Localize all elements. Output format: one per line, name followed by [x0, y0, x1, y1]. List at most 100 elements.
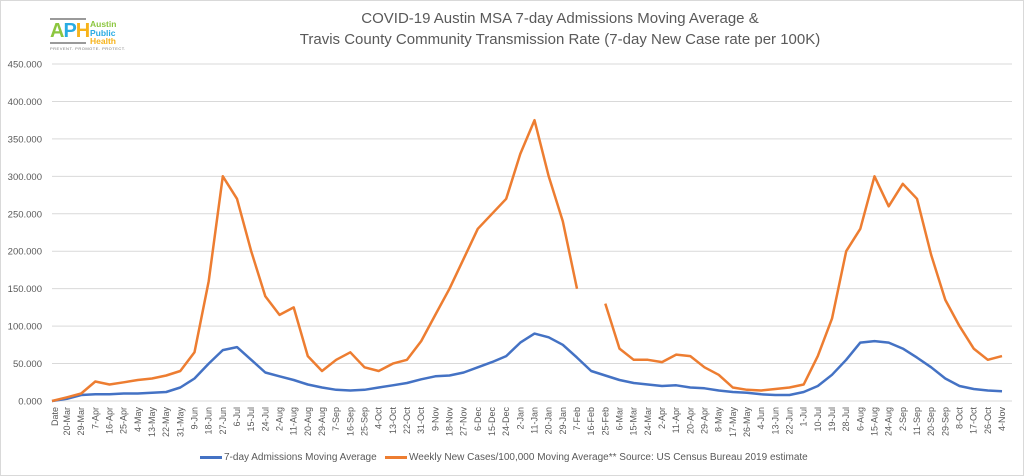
legend-item-cases[interactable]: Weekly New Cases/100,000 Moving Average*…	[385, 452, 808, 463]
x-tick-label: 19-Jul	[827, 407, 837, 432]
x-tick-label: 24-Dec	[501, 407, 511, 437]
x-tick-label: 24-Aug	[884, 407, 894, 436]
x-tick-label: 4-May	[133, 407, 143, 433]
x-tick-label: 24-Mar	[643, 407, 653, 436]
x-tick-label: 27-Nov	[459, 407, 469, 437]
x-tick-label: 20-Aug	[303, 407, 313, 436]
x-tick-label: 29-Aug	[317, 407, 327, 436]
y-tick-label: 450.000	[8, 60, 42, 71]
x-tick-label: 11-Sep	[912, 407, 922, 435]
logo-tagline: PREVENT. PROMOTE. PROTECT.	[50, 46, 126, 51]
y-tick-label: 100.000	[8, 322, 42, 333]
x-tick-label: 4-Jun	[756, 407, 766, 430]
x-tick-label: 16-Sep	[345, 407, 355, 436]
x-tick-label: 15-Jul	[246, 407, 256, 432]
logo-abbrev: APH	[50, 20, 90, 42]
x-tick-label: 2-Aug	[275, 407, 285, 431]
x-tick-label: 13-Jun	[770, 407, 780, 435]
cases-series-line	[51, 118, 1003, 403]
logo-line3: Health	[90, 36, 116, 46]
gridlines	[52, 63, 1012, 402]
x-tick-label: 2-Apr	[657, 407, 667, 429]
x-tick-label: 11-Aug	[289, 407, 299, 435]
x-tick-label: 16-Apr	[105, 407, 115, 434]
x-tick-label: 17-May	[728, 407, 738, 438]
x-tick-label: 20-Mar	[62, 407, 72, 436]
x-tick-label: 6-Jul	[232, 407, 242, 427]
x-tick-label: 6-Mar	[615, 407, 625, 431]
y-tick-label: 300.000	[8, 172, 42, 183]
x-tick-label: 7-Sep	[331, 407, 341, 431]
logo-top-rule	[50, 18, 86, 20]
logo-words: Austin Public Health	[90, 20, 116, 46]
x-tick-label: 25-Feb	[600, 407, 610, 436]
logo-line1: Austin	[90, 19, 117, 29]
x-tick-label: 13-Oct	[388, 407, 398, 435]
x-tick-label: 25-Sep	[360, 407, 370, 436]
x-tick-label: 6-Dec	[473, 407, 483, 432]
x-tick-label: 4-Oct	[374, 407, 384, 430]
x-tick-label: Date	[50, 407, 60, 426]
aph-logo: APH Austin Public Health PREVENT. PROMOT…	[50, 18, 126, 51]
x-tick-label: 9-Jun	[190, 407, 200, 430]
y-axis-ticks: 0.000 50.000 100.000 150.000 200.000 250.000 3…	[8, 60, 42, 408]
legend: 7-day Admissions Moving Average Weekly N…	[0, 452, 1024, 468]
y-tick-label: 400.000	[8, 97, 42, 108]
series-lines	[51, 118, 1003, 403]
y-tick-label: 250.000	[8, 209, 42, 220]
x-tick-label: 20-Sep	[926, 407, 936, 436]
logo-bottom-rule	[50, 42, 86, 44]
chart-title-line2: Travis County Community Transmission Rat…	[299, 31, 821, 48]
x-tick-label: 22-May	[161, 407, 171, 438]
x-tick-label: 27-Jun	[218, 407, 228, 435]
y-tick-label: 150.000	[8, 284, 42, 295]
x-tick-label: 29-Mar	[76, 407, 86, 436]
chart-title: COVID-19 Austin MSA 7-day Admissions Mov…	[200, 8, 920, 50]
x-tick-label: 18-Jun	[204, 407, 214, 435]
x-tick-label: 10-Jul	[813, 407, 823, 432]
legend-swatch-cases	[385, 456, 407, 459]
x-tick-label: 1-Jul	[799, 407, 809, 427]
x-tick-label: 15-Aug	[870, 407, 880, 436]
x-tick-label: 28-Jul	[841, 407, 851, 432]
legend-swatch-admissions	[200, 456, 222, 459]
legend-label-cases: Weekly New Cases/100,000 Moving Average*…	[409, 452, 808, 463]
x-tick-label: 8-May	[714, 407, 724, 433]
x-tick-label: 29-Jan	[558, 407, 568, 435]
x-tick-label: 4-Nov	[997, 407, 1007, 432]
legend-item-admissions[interactable]: 7-day Admissions Moving Average	[200, 452, 377, 463]
y-tick-label: 200.000	[8, 247, 42, 258]
x-tick-label: 15-Mar	[629, 407, 639, 436]
x-tick-label: 25-Apr	[119, 407, 129, 434]
x-tick-label: 29-Apr	[700, 407, 710, 434]
x-tick-label: 7-Feb	[572, 407, 582, 431]
admissions-series-line	[51, 332, 1003, 403]
x-tick-label: 8-Oct	[955, 407, 965, 430]
chart-title-line1: COVID-19 Austin MSA 7-day Admissions Mov…	[361, 10, 759, 27]
y-tick-label: 50.000	[13, 359, 42, 370]
x-tick-label: 9-Nov	[430, 407, 440, 432]
legend-label-admissions: 7-day Admissions Moving Average	[224, 452, 377, 463]
y-tick-label: 350.000	[8, 134, 42, 145]
x-tick-label: 20-Apr	[685, 407, 695, 434]
x-tick-label: 24-Jul	[260, 407, 270, 432]
logo-line2: Public	[90, 27, 116, 38]
x-tick-label: 17-Oct	[969, 407, 979, 435]
x-tick-label: 26-Oct	[983, 407, 993, 435]
y-tick-label: 0.000	[18, 397, 42, 408]
x-tick-label: 31-Oct	[416, 407, 426, 435]
x-tick-label: 6-Aug	[855, 407, 865, 431]
x-tick-label: 22-Oct	[402, 407, 412, 435]
x-tick-label: 2-Sep	[898, 407, 908, 431]
x-tick-label: 22-Jun	[785, 407, 795, 435]
x-tick-label: 11-Apr	[671, 407, 681, 433]
x-tick-label: 18-Nov	[445, 407, 455, 437]
x-tick-label: 2-Jan	[515, 407, 525, 430]
x-tick-label: 29-Sep	[940, 407, 950, 436]
x-tick-label: 7-Apr	[90, 407, 100, 429]
x-tick-label: 31-May	[175, 407, 185, 438]
x-tick-label: 20-Jan	[544, 407, 554, 435]
x-tick-label: 15-Dec	[487, 407, 497, 437]
x-tick-label: 16-Feb	[586, 407, 596, 436]
